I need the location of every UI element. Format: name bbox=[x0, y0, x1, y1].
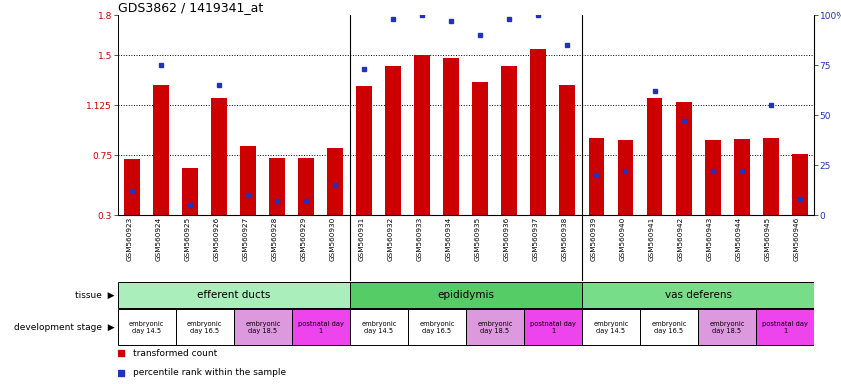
Text: embryonic
day 16.5: embryonic day 16.5 bbox=[187, 321, 223, 334]
Bar bbox=[299, 158, 315, 215]
Bar bbox=[350, 282, 582, 308]
Bar bbox=[124, 159, 140, 215]
Text: tissue  ▶: tissue ▶ bbox=[76, 290, 115, 300]
Bar bbox=[763, 138, 779, 215]
Bar bbox=[269, 158, 285, 215]
Text: GSM560942: GSM560942 bbox=[678, 217, 684, 261]
Bar bbox=[705, 141, 721, 215]
Text: GSM560936: GSM560936 bbox=[504, 217, 510, 261]
Bar bbox=[176, 309, 234, 345]
Bar bbox=[466, 309, 524, 345]
Text: postnatal day
1: postnatal day 1 bbox=[530, 321, 576, 334]
Text: GSM560927: GSM560927 bbox=[242, 217, 248, 261]
Text: GSM560940: GSM560940 bbox=[620, 217, 626, 261]
Bar bbox=[501, 66, 517, 215]
Bar bbox=[153, 84, 169, 215]
Text: postnatal day
1: postnatal day 1 bbox=[762, 321, 808, 334]
Bar bbox=[211, 98, 227, 215]
Bar bbox=[408, 309, 466, 345]
Bar bbox=[524, 309, 582, 345]
Text: epididymis: epididymis bbox=[437, 290, 495, 300]
Text: efferent ducts: efferent ducts bbox=[197, 290, 271, 300]
Text: GSM560946: GSM560946 bbox=[794, 217, 800, 261]
Bar bbox=[350, 309, 408, 345]
Text: GSM560945: GSM560945 bbox=[764, 217, 770, 261]
Text: embryonic
day 14.5: embryonic day 14.5 bbox=[129, 321, 165, 334]
Bar bbox=[182, 169, 198, 215]
Text: embryonic
day 16.5: embryonic day 16.5 bbox=[651, 321, 687, 334]
Bar bbox=[327, 149, 343, 215]
Text: percentile rank within the sample: percentile rank within the sample bbox=[133, 368, 286, 377]
Text: GSM560937: GSM560937 bbox=[532, 217, 538, 261]
Text: embryonic
day 18.5: embryonic day 18.5 bbox=[709, 321, 745, 334]
Text: GSM560938: GSM560938 bbox=[562, 217, 568, 261]
Bar bbox=[733, 139, 749, 215]
Bar bbox=[241, 146, 257, 215]
Bar bbox=[582, 309, 640, 345]
Bar bbox=[292, 309, 350, 345]
Bar bbox=[675, 102, 691, 215]
Text: GSM560931: GSM560931 bbox=[358, 217, 364, 261]
Text: GSM560923: GSM560923 bbox=[126, 217, 132, 261]
Bar bbox=[617, 141, 633, 215]
Bar bbox=[640, 309, 698, 345]
Text: GSM560939: GSM560939 bbox=[590, 217, 596, 261]
Bar bbox=[385, 66, 401, 215]
Text: GSM560943: GSM560943 bbox=[706, 217, 712, 261]
Bar bbox=[118, 309, 176, 345]
Text: GSM560928: GSM560928 bbox=[272, 217, 278, 261]
Bar bbox=[415, 55, 431, 215]
Bar bbox=[234, 309, 292, 345]
Bar bbox=[698, 309, 756, 345]
Bar bbox=[443, 58, 459, 215]
Bar bbox=[531, 49, 547, 215]
Text: GSM560929: GSM560929 bbox=[300, 217, 306, 261]
Text: GSM560926: GSM560926 bbox=[214, 217, 220, 261]
Text: GSM560932: GSM560932 bbox=[388, 217, 394, 261]
Text: vas deferens: vas deferens bbox=[664, 290, 732, 300]
Text: development stage  ▶: development stage ▶ bbox=[14, 323, 115, 332]
Text: embryonic
day 18.5: embryonic day 18.5 bbox=[477, 321, 513, 334]
Text: embryonic
day 14.5: embryonic day 14.5 bbox=[361, 321, 397, 334]
Bar bbox=[647, 98, 663, 215]
Text: GSM560934: GSM560934 bbox=[446, 217, 452, 261]
Text: GSM560930: GSM560930 bbox=[330, 217, 336, 261]
Bar bbox=[582, 282, 814, 308]
Text: embryonic
day 14.5: embryonic day 14.5 bbox=[593, 321, 629, 334]
Text: embryonic
day 16.5: embryonic day 16.5 bbox=[419, 321, 455, 334]
Bar bbox=[473, 82, 489, 215]
Text: GSM560933: GSM560933 bbox=[416, 217, 422, 261]
Bar bbox=[118, 282, 350, 308]
Bar bbox=[791, 154, 807, 215]
Text: GSM560944: GSM560944 bbox=[736, 217, 742, 261]
Text: transformed count: transformed count bbox=[133, 349, 217, 358]
Bar bbox=[756, 309, 814, 345]
Text: GSM560935: GSM560935 bbox=[474, 217, 480, 261]
Text: embryonic
day 18.5: embryonic day 18.5 bbox=[245, 321, 281, 334]
Bar bbox=[357, 86, 373, 215]
Text: GDS3862 / 1419341_at: GDS3862 / 1419341_at bbox=[118, 1, 263, 14]
Text: GSM560941: GSM560941 bbox=[648, 217, 654, 261]
Bar bbox=[589, 138, 605, 215]
Bar bbox=[559, 84, 575, 215]
Text: GSM560925: GSM560925 bbox=[184, 217, 190, 261]
Text: postnatal day
1: postnatal day 1 bbox=[298, 321, 344, 334]
Text: GSM560924: GSM560924 bbox=[156, 217, 161, 261]
